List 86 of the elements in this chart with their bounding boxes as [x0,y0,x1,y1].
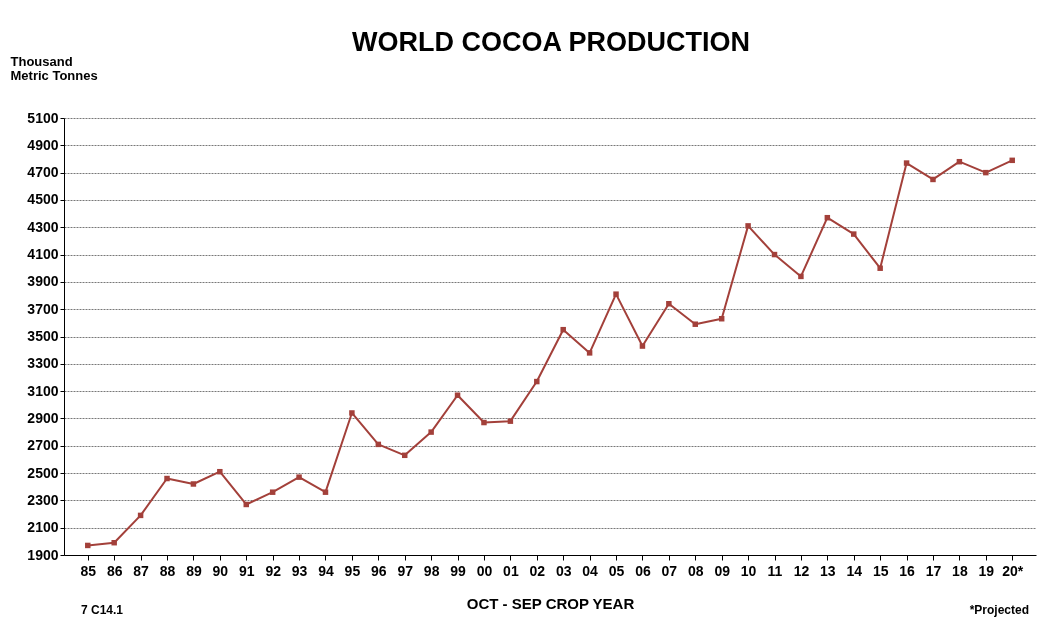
x-tick-label: 94 [318,562,334,579]
y-tick-label: 4500 [27,191,59,208]
x-tick-label: 14 [846,562,863,579]
x-tick-label: 04 [582,562,599,579]
y-tick-label: 2100 [27,519,59,536]
point [507,418,514,424]
x-tick-label: 91 [238,562,255,579]
x-tick-label: 85 [80,562,97,579]
point [111,539,117,546]
point [164,475,170,482]
x-tick-label: 89 [186,562,202,579]
x-tick-label: 06 [635,562,651,579]
point [851,231,857,237]
point [296,474,302,480]
point [666,300,672,307]
point [983,169,989,176]
point [560,326,566,333]
point [269,489,276,495]
x-tick-label: 13 [820,562,836,579]
point [428,429,434,435]
chart-title: WORLD COCOA PRODUCTION [352,27,750,57]
point [534,378,540,385]
x-tick-label: 09 [714,562,731,579]
x-tick-label: 05 [608,562,625,579]
x-tick-label: 16 [899,562,916,579]
x-tick-label: 19 [978,562,995,579]
x-tick-label: 00 [476,562,493,579]
y-tick-label: 3700 [27,300,59,317]
point [85,542,91,549]
x-tick-label: 95 [344,562,361,579]
point [1009,157,1015,164]
x-tick-label: 96 [371,562,387,579]
x-tick-label: 08 [687,562,704,579]
x-tick-label: 92 [265,562,282,579]
x-tick-label: 98 [423,562,440,579]
point [190,481,197,487]
point [349,410,355,416]
x-tick-label: 86 [106,562,123,579]
point [692,321,699,327]
x-tick-label: 20* [1002,562,1024,579]
x-tick-label: 87 [133,562,150,579]
point [586,350,593,356]
x-tick-label: 99 [450,562,467,579]
y-tick-label: 4100 [27,246,59,263]
y-tick-label: 5100 [27,109,59,126]
y-tick-label: 2900 [27,409,59,426]
x-tick-label: 07 [661,562,678,579]
y-tick-label: 3900 [27,273,59,290]
x-tick-label: 93 [291,562,308,579]
x-tick-label: 12 [793,562,810,579]
point [877,265,883,271]
y-tick-label: 2500 [27,464,59,481]
y-tick-label: 4700 [27,164,59,181]
point [322,489,329,495]
point [217,468,223,475]
point [613,291,619,297]
x-tick-label: 10 [740,562,757,579]
x-axis-title: OCT - SEP CROP YEAR [466,594,635,612]
text: 7 C14.1 [81,603,124,617]
point [745,223,751,229]
y-tick-label: 3100 [27,382,59,399]
x-tick-label: 02 [529,562,546,579]
x-tick-label: 01 [503,562,519,579]
text: *Projected [969,603,1029,617]
y-tick-label: 1900 [27,546,59,563]
x-tick-label: 15 [872,562,889,579]
y-tick-label: 4900 [27,136,59,153]
y-tick-label: 3500 [27,328,59,344]
x-tick-label: 97 [397,562,414,579]
point [903,160,910,166]
x-tick-label: 18 [952,562,968,579]
y-axis-title: Thousand Metric Tonnes [10,53,98,83]
point [639,343,646,349]
x-tick-label: 88 [159,562,176,579]
y-tick-label: 4300 [27,218,59,235]
y-tick-label: 2300 [27,491,59,508]
y-tick-label: 3300 [27,355,59,372]
x-tick-label: 11 [767,562,783,579]
point [481,419,487,426]
point [798,273,804,280]
x-tick-label: 03 [555,562,572,579]
point [454,392,461,398]
y-tick-label: 2700 [27,437,59,454]
point [930,176,936,183]
x-tick-label: 90 [212,562,229,579]
x-tick-label: 17 [925,562,942,579]
